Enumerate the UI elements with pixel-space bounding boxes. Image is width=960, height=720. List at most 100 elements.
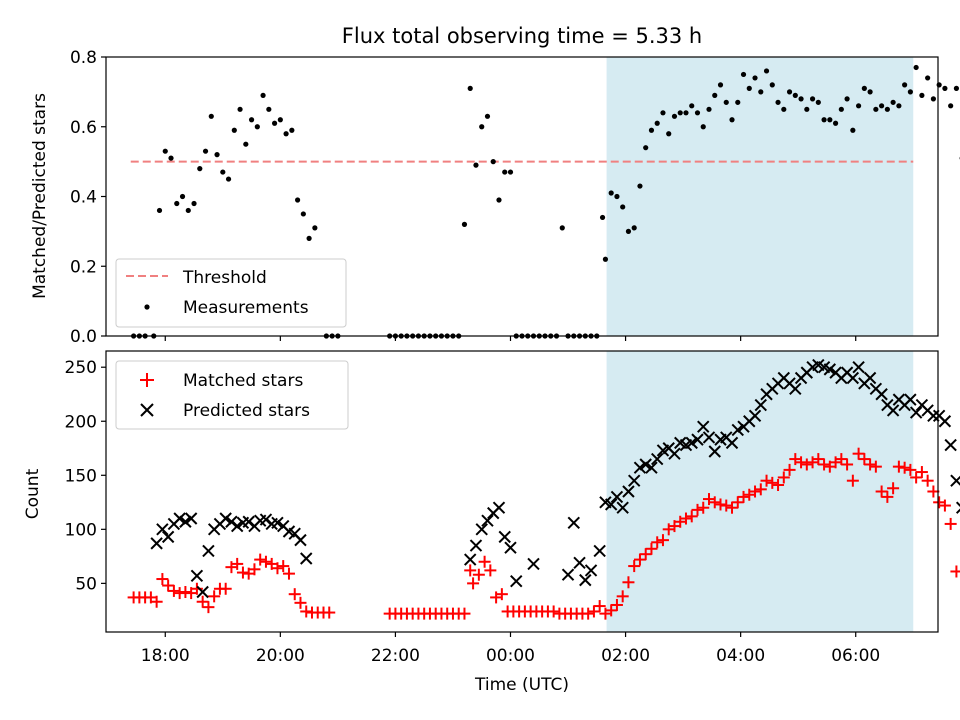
- matched-star-point: [628, 560, 641, 573]
- measurement-point: [671, 113, 678, 119]
- matched-star-point: [639, 548, 652, 561]
- matched-star-point: [783, 463, 796, 476]
- measurement-point: [879, 103, 885, 109]
- measurement-point: [179, 193, 186, 200]
- measurement-point: [867, 89, 873, 95]
- measurement-point: [827, 117, 833, 123]
- measurement-point: [162, 148, 168, 154]
- predicted-star-point: [579, 573, 592, 587]
- y-tick-label: 0.6: [70, 118, 97, 138]
- predicted-star-point: [259, 513, 273, 526]
- matched-star-point: [173, 587, 186, 600]
- predicted-star-point: [697, 420, 710, 433]
- predicted-stars-points: [150, 358, 960, 599]
- predicted-star-point: [823, 363, 837, 376]
- measurement-point: [861, 85, 867, 91]
- predicted-star-point: [161, 530, 175, 544]
- measurement-point: [752, 75, 758, 81]
- axes-frame: [105, 350, 939, 633]
- matched-star-point: [547, 605, 560, 618]
- measurement-point: [289, 127, 295, 133]
- shaded-span: [606, 57, 914, 336]
- measurement-point: [156, 207, 163, 214]
- y-tick-label: 100: [65, 520, 97, 540]
- y-tick-label: 0.8: [70, 48, 97, 68]
- measurement-point: [197, 166, 203, 172]
- predicted-star-point: [863, 371, 877, 385]
- legend-measurements-swatch: [144, 304, 150, 310]
- matched-star-point: [858, 453, 871, 466]
- count-panel: 50 100 150 200 250 18:00 20:00 22:00 00:00 02:00…: [23, 350, 960, 695]
- measurement-point: [625, 228, 632, 234]
- x-axis: 18:00 20:00 22:00 00:00 02:00 04:00 06:00: [141, 632, 880, 666]
- measurement-point: [729, 117, 735, 123]
- matched-stars-points: [127, 447, 960, 620]
- predicted-star-point: [731, 423, 744, 437]
- matched-star-point: [472, 568, 485, 581]
- matched-star-point: [714, 498, 727, 511]
- y-axis: 0.0 0.2 0.4 0.6 0.8: [70, 48, 106, 347]
- matched-star-point: [685, 510, 698, 523]
- predicted-star-point: [584, 564, 598, 577]
- measurement-point: [717, 82, 724, 88]
- predicted-star-point: [944, 438, 957, 452]
- measurement-point: [237, 106, 243, 112]
- predicted-star-point: [202, 544, 215, 558]
- measurement-point: [832, 120, 839, 126]
- measurement-point: [907, 89, 913, 95]
- predicted-star-point: [242, 515, 255, 528]
- matched-star-point: [777, 471, 790, 484]
- matched-star-point: [904, 463, 917, 476]
- measurement-point: [496, 197, 502, 203]
- legend-matched-label: Matched stars: [183, 371, 303, 391]
- matched-star-point: [587, 605, 600, 618]
- matched-star-point: [208, 590, 221, 603]
- measurement-point: [815, 99, 821, 105]
- matched-star-point: [156, 573, 169, 586]
- measurement-point: [735, 99, 741, 105]
- matched-star-point: [294, 596, 307, 609]
- measurement-point: [855, 103, 862, 109]
- matched-star-point: [167, 584, 180, 597]
- measurement-point: [821, 117, 827, 123]
- matched-star-point: [726, 501, 739, 514]
- predicted-star-point: [627, 474, 641, 487]
- measurement-point: [220, 169, 226, 175]
- measurement-point: [202, 148, 209, 154]
- chart-title: Flux total observing time = 5.33 h: [342, 24, 702, 48]
- predicted-star-point: [651, 452, 664, 466]
- measurement-point: [694, 110, 701, 116]
- matched-star-point: [300, 605, 313, 618]
- measurement-point: [723, 99, 729, 105]
- measurement-point: [925, 75, 931, 81]
- measurement-point: [168, 155, 174, 161]
- measurement-point: [850, 127, 856, 133]
- matched-star-point: [841, 458, 854, 471]
- matched-star-point: [610, 598, 623, 611]
- y-tick-label: 50: [75, 574, 97, 594]
- predicted-star-point: [481, 514, 494, 527]
- measurement-point: [844, 96, 850, 102]
- y-tick-label: 0.0: [70, 327, 97, 347]
- measurement-point: [689, 103, 695, 109]
- predicted-star-point: [300, 552, 313, 565]
- predicted-star-point: [875, 388, 888, 401]
- measurement-point: [769, 82, 775, 88]
- matched-star-point: [582, 607, 595, 620]
- measurement-point: [896, 103, 902, 109]
- measurement-point: [602, 256, 609, 262]
- measurement-point: [507, 169, 514, 175]
- matched-star-point: [691, 503, 704, 516]
- predicted-star-point: [604, 498, 618, 511]
- matched-star-point: [202, 601, 215, 614]
- matched-star-point: [605, 604, 618, 617]
- predicted-star-point: [645, 461, 658, 474]
- predicted-star-point: [567, 516, 580, 530]
- predicted-star-point: [173, 512, 186, 525]
- predicted-star-point: [622, 485, 635, 498]
- matched-star-point: [852, 447, 865, 460]
- measurement-point: [254, 124, 260, 130]
- matched-star-point: [495, 588, 508, 601]
- measurement-point: [884, 106, 890, 112]
